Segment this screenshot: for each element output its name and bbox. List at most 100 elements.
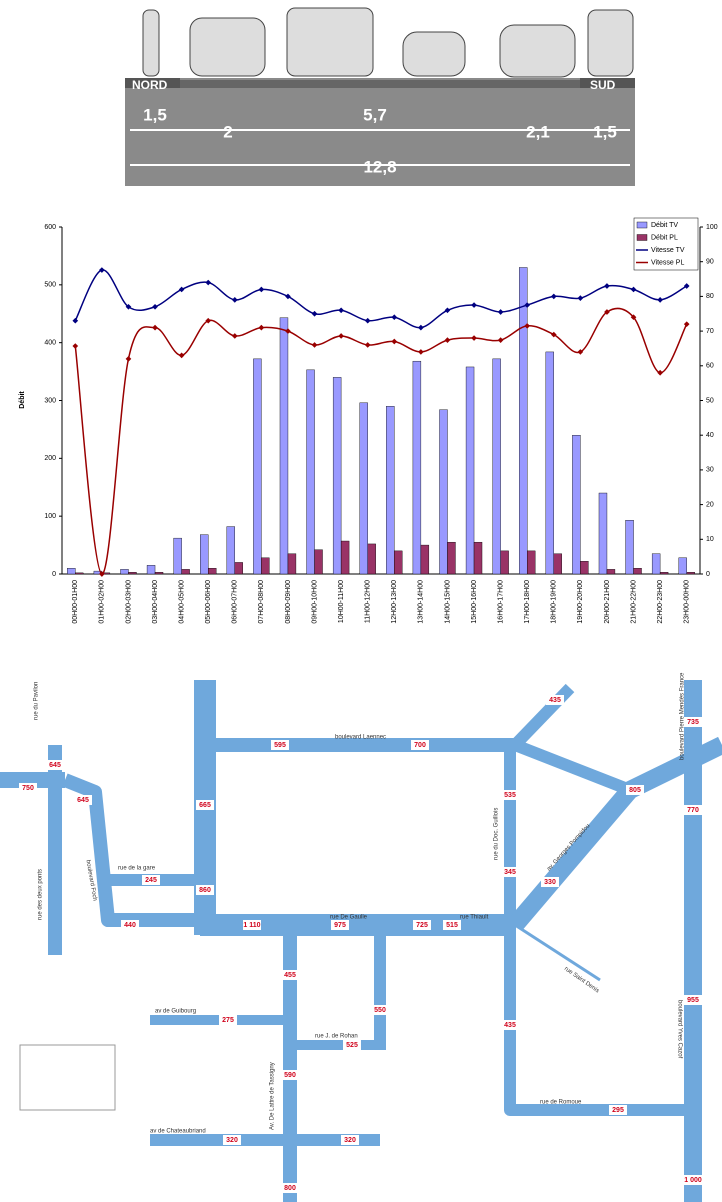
marker: [364, 317, 371, 324]
marker: [258, 324, 265, 331]
sidewalk: [580, 78, 635, 88]
marker: [524, 302, 531, 308]
bar: [120, 569, 129, 575]
marker: [338, 333, 344, 339]
count: 860: [199, 887, 211, 894]
bar: [633, 568, 642, 575]
count-box: [219, 1015, 237, 1025]
count: 800: [284, 1185, 296, 1192]
marker: [577, 349, 584, 355]
x-tick-label: 10H00-11H00: [338, 580, 345, 623]
legend-swatch: [636, 234, 648, 241]
x-tick-label: 09H00-10H00: [311, 580, 318, 624]
count: 525: [346, 1042, 358, 1049]
marker: [285, 328, 291, 334]
marker: [683, 283, 690, 289]
marker: [311, 310, 318, 317]
bar: [146, 565, 156, 575]
count: 770: [687, 807, 699, 814]
count: 550: [374, 1007, 386, 1014]
legend-label: Vitesse PL: [651, 259, 684, 266]
marker: [311, 342, 318, 348]
y2-tick-label: 80: [706, 293, 714, 300]
legend-label: Débit PL: [651, 234, 678, 241]
bar: [128, 572, 137, 575]
count-box: [281, 1070, 299, 1080]
cross-section: NORD SUD 1,5 2 5,7 2,1 1,5 12,8: [125, 7, 635, 186]
sidewalk: [125, 78, 180, 88]
marker: [630, 286, 637, 293]
count: 665: [199, 802, 211, 809]
marker: [231, 333, 238, 339]
marker: [205, 317, 212, 324]
count-box: [223, 1135, 241, 1145]
bar: [580, 561, 589, 575]
street-name: rue J. de Rohan: [315, 1034, 358, 1040]
bar: [208, 568, 217, 575]
bar: [492, 358, 501, 575]
count: 955: [687, 997, 699, 1004]
bar: [412, 360, 422, 575]
x-tick-label: 06H00-07H00: [232, 580, 239, 624]
count-box: [501, 790, 519, 800]
y2-tick-label: 100: [706, 224, 718, 231]
count: 595: [274, 742, 286, 749]
marker: [444, 337, 451, 343]
marker: [497, 309, 504, 315]
dimension-lines: [130, 129, 630, 166]
bar: [314, 549, 323, 575]
count: 245: [145, 877, 157, 884]
bar: [200, 534, 209, 575]
bar: [473, 541, 483, 575]
count: 700: [414, 742, 426, 749]
marker: [205, 279, 212, 286]
count-box: [142, 875, 160, 885]
marker: [99, 571, 105, 577]
count: 435: [549, 697, 561, 704]
y2-tick-label: 30: [706, 467, 714, 474]
street-name: rue Thiault: [460, 915, 489, 921]
count: 515: [446, 922, 458, 929]
count-box: [271, 740, 289, 750]
x-tick-label: 11H00-12H00: [365, 580, 372, 623]
count: 645: [77, 797, 89, 804]
y-tick-label: 300: [44, 397, 56, 404]
count-box: [501, 867, 519, 877]
y2-tick-label: 60: [706, 363, 714, 370]
street-name: boulevard Yves Cazof: [676, 1000, 682, 1059]
bar: [332, 377, 342, 575]
y2-tick-label: 20: [706, 501, 714, 508]
legend-swatch: [636, 221, 648, 229]
count-box: [546, 695, 564, 705]
count-box: [341, 1135, 359, 1145]
count-box: [281, 970, 299, 980]
count: 330: [544, 879, 556, 886]
x-tick-label: 22H00-23H00: [657, 580, 664, 624]
legend-label: Vitesse TV: [651, 247, 685, 254]
x-tick-label: 16H00-17H00: [497, 580, 504, 624]
marker: [471, 302, 477, 308]
count: 345: [504, 869, 516, 876]
x-tick-label: 20H00-21H00: [604, 580, 611, 624]
marker: [657, 297, 663, 303]
count: 535: [504, 792, 516, 799]
marker: [657, 369, 663, 376]
carriageway: [180, 80, 580, 88]
marker: [152, 303, 158, 310]
marker: [178, 352, 185, 359]
count: 1 000: [684, 1177, 702, 1184]
map-legend: [19, 1044, 116, 1111]
marker: [683, 321, 690, 327]
bar: [686, 572, 695, 575]
marker: [391, 338, 398, 345]
bar: [447, 541, 456, 575]
count-box: [19, 783, 37, 793]
label: NORD: [132, 78, 168, 92]
count-box: [684, 995, 702, 1005]
x-tick-label: 05H00-06H00: [205, 580, 212, 624]
count: 750: [22, 785, 34, 792]
y-axis-label: Débit: [19, 391, 26, 409]
street-name: rue de Romoue: [540, 1100, 582, 1106]
bar: [173, 537, 182, 575]
x-tick-label: 17H00-18H00: [524, 580, 531, 624]
